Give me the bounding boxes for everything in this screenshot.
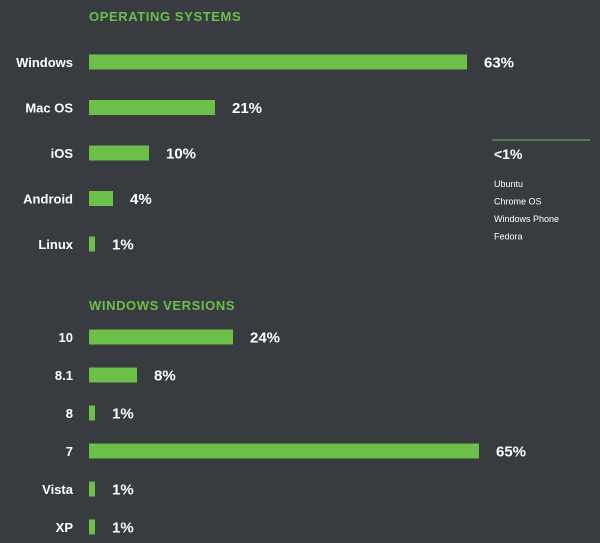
other-os-item: Fedora [494, 232, 523, 242]
category-label: Windows [16, 55, 73, 70]
category-label: 10 [59, 330, 73, 345]
bar [89, 191, 113, 206]
category-label: 8.1 [55, 368, 73, 383]
other-os-item: Windows Phone [494, 214, 559, 224]
value-label: 1% [112, 520, 134, 537]
value-label: 21% [232, 100, 262, 117]
bar [89, 519, 95, 535]
bar [89, 236, 95, 252]
other-os-item: Ubuntu [494, 179, 523, 189]
category-label: Vista [42, 482, 74, 497]
value-label: 24% [250, 330, 280, 347]
category-label: 8 [66, 406, 73, 421]
bar [89, 100, 215, 115]
value-label: 1% [112, 406, 134, 423]
other-os-panel: <1% Ubuntu Chrome OS Windows Phone Fedora [492, 139, 590, 242]
windows-versions-chart: WINDOWS VERSIONS 10 24% 8.1 8% 8 1% 7 65% Vista 1%… [42, 298, 526, 537]
value-label: 63% [484, 55, 514, 72]
value-label: 65% [496, 444, 526, 461]
bar [89, 443, 479, 459]
category-label: iOS [51, 146, 74, 161]
category-label: XP [56, 520, 74, 535]
bar [89, 367, 137, 383]
category-label: Linux [38, 237, 73, 252]
other-os-heading: <1% [494, 146, 523, 162]
value-label: 8% [154, 368, 176, 385]
bar [89, 145, 149, 161]
other-os-item: Chrome OS [494, 197, 542, 207]
value-label: 1% [112, 482, 134, 499]
operating-systems-chart: OPERATING SYSTEMS Windows 63% Mac OS 21% iOS 1… [16, 9, 514, 254]
section-title: OPERATING SYSTEMS [89, 9, 241, 24]
bar [89, 405, 95, 421]
value-label: 4% [130, 191, 152, 208]
category-label: Android [23, 192, 73, 207]
value-label: 1% [112, 237, 134, 254]
category-label: 7 [66, 444, 73, 459]
category-label: Mac OS [25, 101, 73, 116]
value-label: 10% [166, 146, 196, 163]
bar [89, 54, 467, 70]
bar [89, 329, 233, 345]
bar [89, 481, 95, 497]
section-title: WINDOWS VERSIONS [89, 298, 235, 313]
